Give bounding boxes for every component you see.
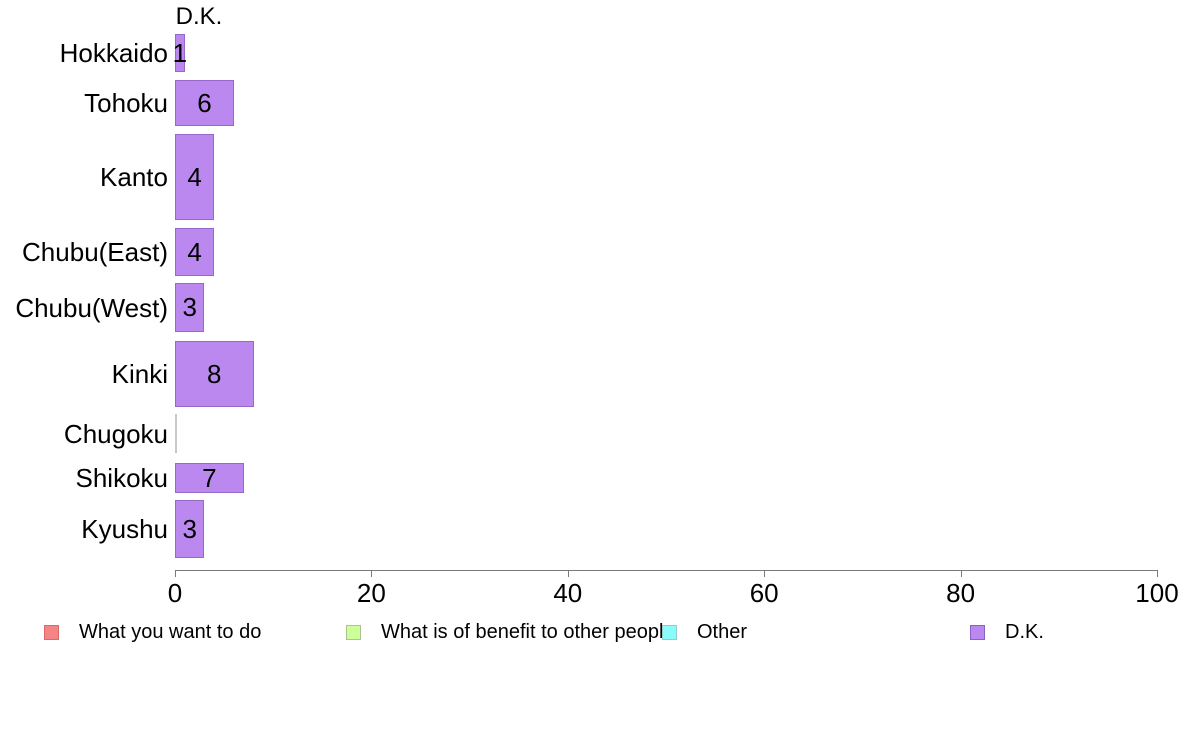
x-tick-label-80: 80 xyxy=(946,578,976,608)
bar-value-label-kyushu: 3 xyxy=(182,513,197,544)
x-tick-label-60: 60 xyxy=(749,578,779,608)
bar-kanto xyxy=(175,134,215,220)
bar-tohoku xyxy=(175,80,234,126)
bar-value-label-chubu-west: 3 xyxy=(182,292,197,322)
bar-hokkaido xyxy=(175,34,185,72)
legend-swatch-what-is-of-benefit-to-other-people xyxy=(346,624,361,640)
bar-shikoku xyxy=(175,463,244,493)
bar-value-label-shikoku: 7 xyxy=(202,462,217,493)
category-label-hokkaido: Hokkaido xyxy=(59,38,168,68)
legend-label-d-k: D.K. xyxy=(1005,620,1044,643)
x-tick-0 xyxy=(175,570,176,577)
legend-item-d-k: D.K. xyxy=(970,621,1044,643)
category-label-shikoku: Shikoku xyxy=(75,463,169,493)
x-tick-label-40: 40 xyxy=(553,578,583,608)
x-tick-20 xyxy=(371,570,373,577)
bar-chubu-west xyxy=(175,283,205,332)
x-tick-80 xyxy=(960,570,962,577)
x-tick-100 xyxy=(1157,570,1158,577)
zero-bar-chugoku xyxy=(175,414,177,453)
x-axis-line xyxy=(175,570,1157,571)
legend-item-other: Other xyxy=(662,621,747,643)
legend-item-what-is-of-benefit-to-other-people: What is of benefit to other people xyxy=(346,621,675,643)
legend-swatch-what-you-want-to-do xyxy=(44,624,59,640)
bar-value-label-hokkaido: 1 xyxy=(172,37,188,68)
bar-value-label-kanto: 4 xyxy=(187,161,202,192)
bar-kyushu xyxy=(175,500,205,558)
chart-title: D.K. xyxy=(175,3,223,30)
legend-swatch-d-k xyxy=(970,624,985,640)
category-label-tohoku: Tohoku xyxy=(84,88,168,118)
category-label-chugoku: Chugoku xyxy=(63,418,168,449)
category-label-chubu-east: Chubu(East) xyxy=(22,237,168,267)
legend-item-what-you-want-to-do: What you want to do xyxy=(44,621,261,643)
bar-kinki xyxy=(175,341,254,407)
legend-label-what-is-of-benefit-to-other-people: What is of benefit to other people xyxy=(381,620,675,643)
legend-swatch-other xyxy=(662,624,677,640)
bar-chubu-east xyxy=(175,228,215,276)
x-tick-40 xyxy=(567,570,569,577)
category-label-kyushu: Kyushu xyxy=(81,514,168,544)
x-tick-label-100: 100 xyxy=(1135,578,1179,608)
bar-value-label-tohoku: 6 xyxy=(197,87,212,118)
legend-label-what-you-want-to-do: What you want to do xyxy=(79,620,262,643)
x-tick-label-0: 0 xyxy=(167,578,183,608)
bar-value-label-kinki: 8 xyxy=(207,358,222,389)
legend-label-other: Other xyxy=(697,620,748,643)
x-tick-60 xyxy=(764,570,766,577)
bar-value-label-chubu-east: 4 xyxy=(187,236,202,267)
category-label-kanto: Kanto xyxy=(100,162,168,192)
category-label-kinki: Kinki xyxy=(111,359,168,389)
category-label-chubu-west: Chubu(West) xyxy=(15,292,168,323)
x-tick-label-20: 20 xyxy=(356,578,386,608)
